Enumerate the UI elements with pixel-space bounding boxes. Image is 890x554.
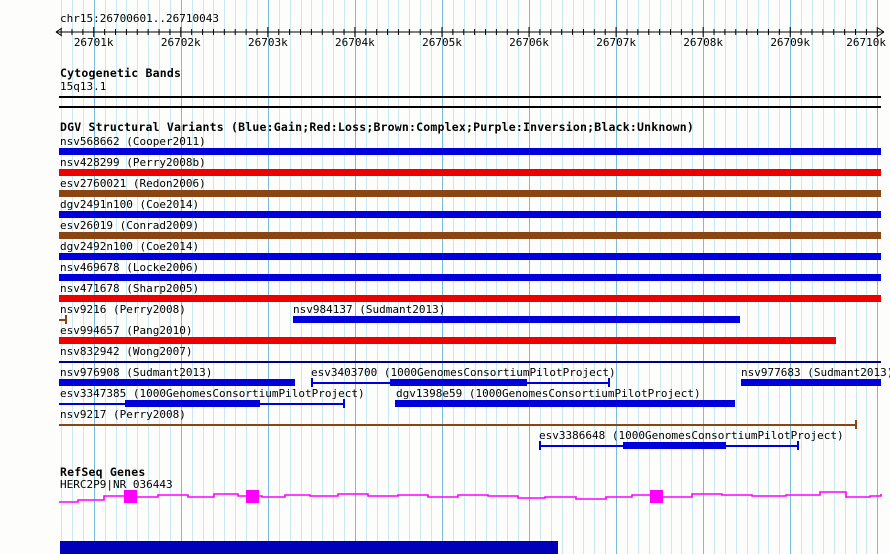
variant-label: esv3386648 (1000GenomesConsortiumPilotPr… [539,429,844,442]
cytobands-section-title: Cytogenetic Bands [60,66,182,80]
ruler-tick-label: 26707k [596,36,636,49]
ruler-tick-label: 26710k [846,36,886,49]
variant-label: nsv428299 (Perry2008b) [60,156,206,169]
ruler-tick-label: 26704k [335,36,375,49]
cytoband-label: 15q13.1 [60,80,107,93]
variant-label: nsv9216 (Perry2008) [60,303,186,316]
variant-bar-dgv2492n100[interactable] [59,253,881,260]
variant-bar-nsv471678[interactable] [59,295,881,302]
variant-bar-nsv428299[interactable] [59,169,881,176]
gene-exon-square[interactable] [123,490,137,503]
cytoband-box-top [59,96,881,98]
refseq-gene-label: HERC2P9|NR_036443 [60,478,173,491]
variant-thick-segment-esv3403700[interactable] [390,379,527,386]
variant-bar-nsv568662[interactable] [59,148,881,155]
variant-label: nsv471678 (Sharp2005) [60,282,200,295]
variant-label: nsv984137 (Sudmant2013) [293,303,446,316]
variant-bar-nsv469678[interactable] [59,274,881,281]
variant-line-nsv9216[interactable] [59,319,67,321]
variant-label: esv2760021 (Redon2006) [60,177,206,190]
ruler-tick-label: 26702k [160,36,201,49]
variant-label: dgv1398e59 (1000GenomesConsortiumPilotPr… [396,387,701,400]
variant-label: nsv976908 (Sudmant2013) [60,366,213,379]
variant-bar-nsv977683[interactable] [741,379,881,386]
variant-right-tick-esv3403700[interactable] [608,378,610,387]
variant-label: nsv568662 (Cooper2011) [60,135,206,148]
variant-label: esv3403700 (1000GenomesConsortiumPilotPr… [311,366,616,379]
dgv-section-title: DGV Structural Variants (Blue:Gain;Red:L… [60,120,694,134]
variant-label: esv3347385 (1000GenomesConsortiumPilotPr… [60,387,365,400]
variant-left-tick-esv3386648[interactable] [539,441,541,450]
variant-label: dgv2491n100 (Coe2014) [60,198,200,211]
variant-label: esv994657 (Pang2010) [60,324,193,337]
variant-label: nsv9217 (Perry2008) [60,408,186,421]
variant-bar-esv26019[interactable] [59,232,881,239]
refseq-section-title: RefSeq Genes [60,465,146,479]
variant-label: dgv2492n100 (Coe2014) [60,240,200,253]
variant-right-tick-nsv9216[interactable] [65,315,67,324]
variant-bar-dgv2491n100[interactable] [59,211,881,218]
variant-bar-nsv984137[interactable] [293,316,740,323]
variant-label: nsv832942 (Wong2007) [60,345,193,358]
variant-thick-segment-esv3347385[interactable] [125,400,260,407]
variant-bar-esv994657[interactable] [59,337,836,344]
gene-exon-square[interactable] [245,490,259,503]
coordinate-ruler [55,27,885,37]
variant-thick-segment-esv3386648[interactable] [623,442,726,449]
variant-label: nsv977683 (Sudmant2013) [741,366,890,379]
ruler-tick-label: 26701k [73,36,114,49]
ruler-tick-label: 26706k [509,36,549,49]
variant-right-tick-nsv9217[interactable] [855,420,857,429]
variant-label: nsv469678 (Locke2006) [60,261,200,274]
ruler-tick-label: 26703k [248,36,288,49]
variant-label: esv26019 (Conrad2009) [60,219,200,232]
variant-bar-dgv1398e59[interactable] [395,400,735,407]
variant-line-nsv832942[interactable] [59,361,881,363]
cytoband-box-bottom [59,106,881,108]
ruler-tick-label: 26708k [683,36,723,49]
variant-left-tick-esv3403700[interactable] [311,378,313,387]
variant-right-tick-esv3347385[interactable] [343,399,345,408]
variant-bar-nsv976908[interactable] [59,379,295,386]
variant-line-nsv9217[interactable] [59,424,857,426]
variant-right-tick-esv3386648[interactable] [797,441,799,450]
gene-exon-square[interactable] [649,490,663,503]
variant-bar-esv2760021[interactable] [59,190,881,197]
ruler-tick-label: 26709k [770,36,811,49]
region-title: chr15:26700601..26710043 [60,12,219,25]
bottom-track-bar[interactable] [60,541,558,554]
ruler-tick-label: 26705k [422,36,462,49]
